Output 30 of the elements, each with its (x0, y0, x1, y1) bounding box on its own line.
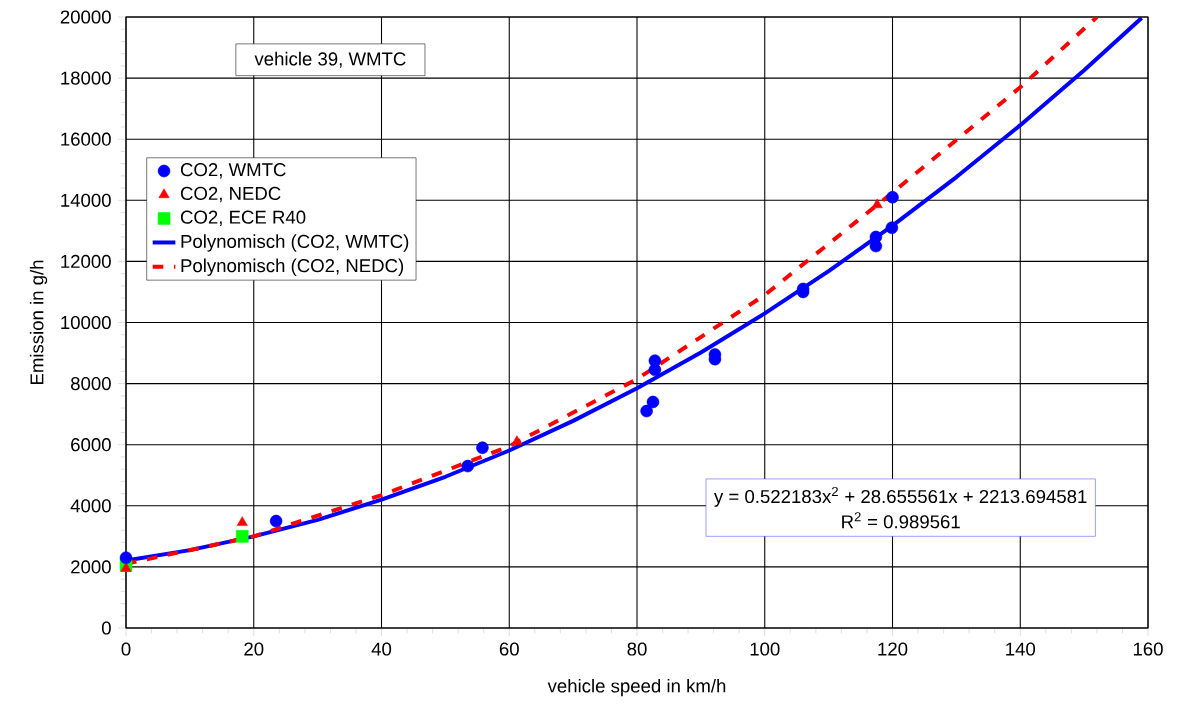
x-tick-label: 120 (878, 642, 908, 656)
x-tick-label: 60 (499, 642, 519, 656)
y-tick-label: 4000 (70, 499, 111, 513)
y-tick-label: 16000 (61, 132, 111, 146)
y-tick-label: 18000 (61, 71, 111, 85)
legend-label: Polynomisch (CO2, NEDC) (181, 258, 404, 276)
annotation: y = 0.522183x$^{2}$ + 28.655561x + 2213.694581 (713, 486, 1087, 507)
y-tick-label: 0 (101, 621, 111, 635)
y-tick-label: 14000 (61, 193, 111, 207)
y-tick-label: 20000 (60, 10, 111, 24)
x-tick-label: 160 (1133, 642, 1163, 656)
annotation: vehicle 39, WMTC (254, 51, 406, 68)
y-tick-label: 10000 (61, 315, 111, 330)
x-tick-label: 140 (1006, 642, 1036, 656)
legend-label: CO2, WMTC (180, 163, 286, 179)
y-axis-title: Emission in g/h (29, 260, 48, 385)
x-tick-label: 100 (750, 642, 780, 656)
legend-label: Polynomisch (CO2, WMTC) (181, 234, 409, 252)
x-tick-label: 0 (121, 642, 131, 656)
x-axis-title: vehicle speed in km/h (547, 678, 726, 697)
y-tick-label: 12000 (61, 254, 111, 268)
x-tick-label: 40 (371, 642, 392, 656)
annotation: R$^{2}$ = 0.989561 (842, 512, 960, 529)
x-tick-label: 20 (244, 642, 264, 656)
y-tick-label: 2000 (71, 560, 111, 574)
y-tick-label: 6000 (71, 438, 111, 452)
legend-label: CO2, NEDC (180, 186, 281, 203)
x-tick-label: 80 (627, 642, 647, 656)
y-tick-label: 8000 (71, 377, 111, 391)
legend-label: CO2, ECE R40 (180, 210, 306, 226)
